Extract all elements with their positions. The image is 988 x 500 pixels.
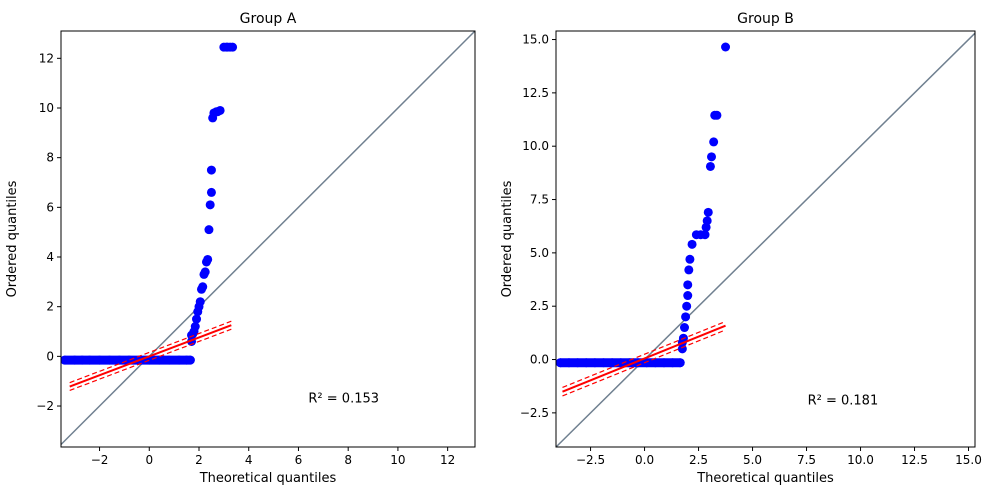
x-axis-label: Theoretical quantiles (199, 471, 337, 486)
data-point (228, 42, 238, 52)
reference-line (61, 31, 475, 446)
chart-panel-2: −2.5 0.0 2.5 5.0 7.5 10.0 12.5 15.0 −2.5 0.0 2.5 5.… (500, 11, 982, 486)
fit-ci-lower (69, 328, 232, 392)
chart-panel-1: −2 0 2 4 6 8 10 12 −2 0 2 4 6 8 10 12 Group A Theoretical… (5, 11, 476, 486)
data-point (215, 105, 225, 115)
data-point (200, 267, 210, 277)
x-tick-label: 12 (440, 453, 455, 467)
y-tick-label: 2 (46, 300, 54, 314)
data-point (702, 216, 712, 226)
fit-ci-lower (562, 329, 726, 397)
fit-ci-upper (69, 320, 232, 384)
data-point (205, 200, 215, 210)
fit-line (69, 324, 232, 388)
data-point (682, 301, 692, 311)
data-point (681, 312, 691, 322)
x-tick-label: 6 (295, 453, 303, 467)
y-tick-label: 10 (39, 101, 54, 115)
x-tick-label: 2 (195, 453, 203, 467)
x-tick-label: 10 (390, 453, 405, 467)
x-tick-label: −2.5 (576, 453, 605, 467)
y-tick-label: 5.0 (530, 246, 549, 260)
x-tick-label: 12.5 (901, 453, 928, 467)
data-point (206, 187, 216, 197)
data-point (707, 152, 717, 162)
data-point (721, 42, 731, 52)
y-axis-label: Ordered quantiles (5, 180, 20, 297)
x-tick-label: 10.0 (847, 453, 874, 467)
data-point (709, 137, 719, 147)
data-point (683, 291, 693, 301)
x-axis-label: Theoretical quantiles (696, 471, 834, 486)
data-point (712, 110, 722, 120)
data-point (680, 323, 690, 333)
x-tick-label: −2 (91, 453, 109, 467)
data-point (203, 254, 213, 264)
data-point (683, 280, 693, 290)
y-tick-label: 0 (46, 349, 54, 363)
y-tick-label: 0.0 (530, 353, 549, 367)
x-tick-label: 0.0 (635, 453, 654, 467)
axes-frame (555, 30, 976, 448)
data-point (705, 161, 715, 171)
y-tick-label: 6 (46, 200, 54, 214)
data-point (192, 314, 202, 324)
x-tick-label: 0 (145, 453, 153, 467)
r-squared-annotation: R² = 0.181 (808, 393, 879, 408)
data-point (204, 225, 214, 235)
y-tick-label: 8 (46, 151, 54, 165)
y-tick-label: −2 (36, 399, 54, 413)
data-point (206, 165, 216, 175)
x-tick-label: 2.5 (689, 453, 708, 467)
x-tick-label: 15.0 (955, 453, 982, 467)
r-squared-annotation: R² = 0.153 (308, 391, 379, 406)
x-tick-label: 8 (344, 453, 352, 467)
y-tick-label: 12 (39, 51, 54, 65)
y-tick-label: 12.5 (522, 86, 549, 100)
y-axis-label: Ordered quantiles (500, 180, 515, 297)
data-point (685, 254, 695, 264)
y-tick-label: 7.5 (530, 193, 549, 207)
data-point (195, 297, 205, 307)
plot-area (61, 31, 475, 446)
y-tick-label: 2.5 (530, 299, 549, 313)
y-tick-label: 15.0 (522, 33, 549, 47)
x-tick-label: 7.5 (797, 453, 816, 467)
reference-line (556, 32, 975, 447)
x-tick-label: 4 (245, 453, 253, 467)
y-tick-label: 10.0 (522, 139, 549, 153)
data-point (687, 239, 697, 249)
x-tick-label: 5.0 (743, 453, 762, 467)
fit-ci-upper (562, 320, 726, 388)
plot-area (556, 32, 975, 447)
axes-frame (60, 30, 476, 448)
y-tick-label: 4 (46, 250, 54, 264)
data-point (198, 282, 208, 292)
data-point (190, 322, 200, 332)
data-point (700, 230, 710, 240)
chart-title: Group A (240, 11, 297, 27)
data-point (684, 265, 694, 275)
fit-line (562, 324, 726, 393)
data-point (703, 207, 713, 217)
chart-title: Group B (737, 11, 794, 27)
y-tick-label: −2.5 (520, 406, 549, 420)
